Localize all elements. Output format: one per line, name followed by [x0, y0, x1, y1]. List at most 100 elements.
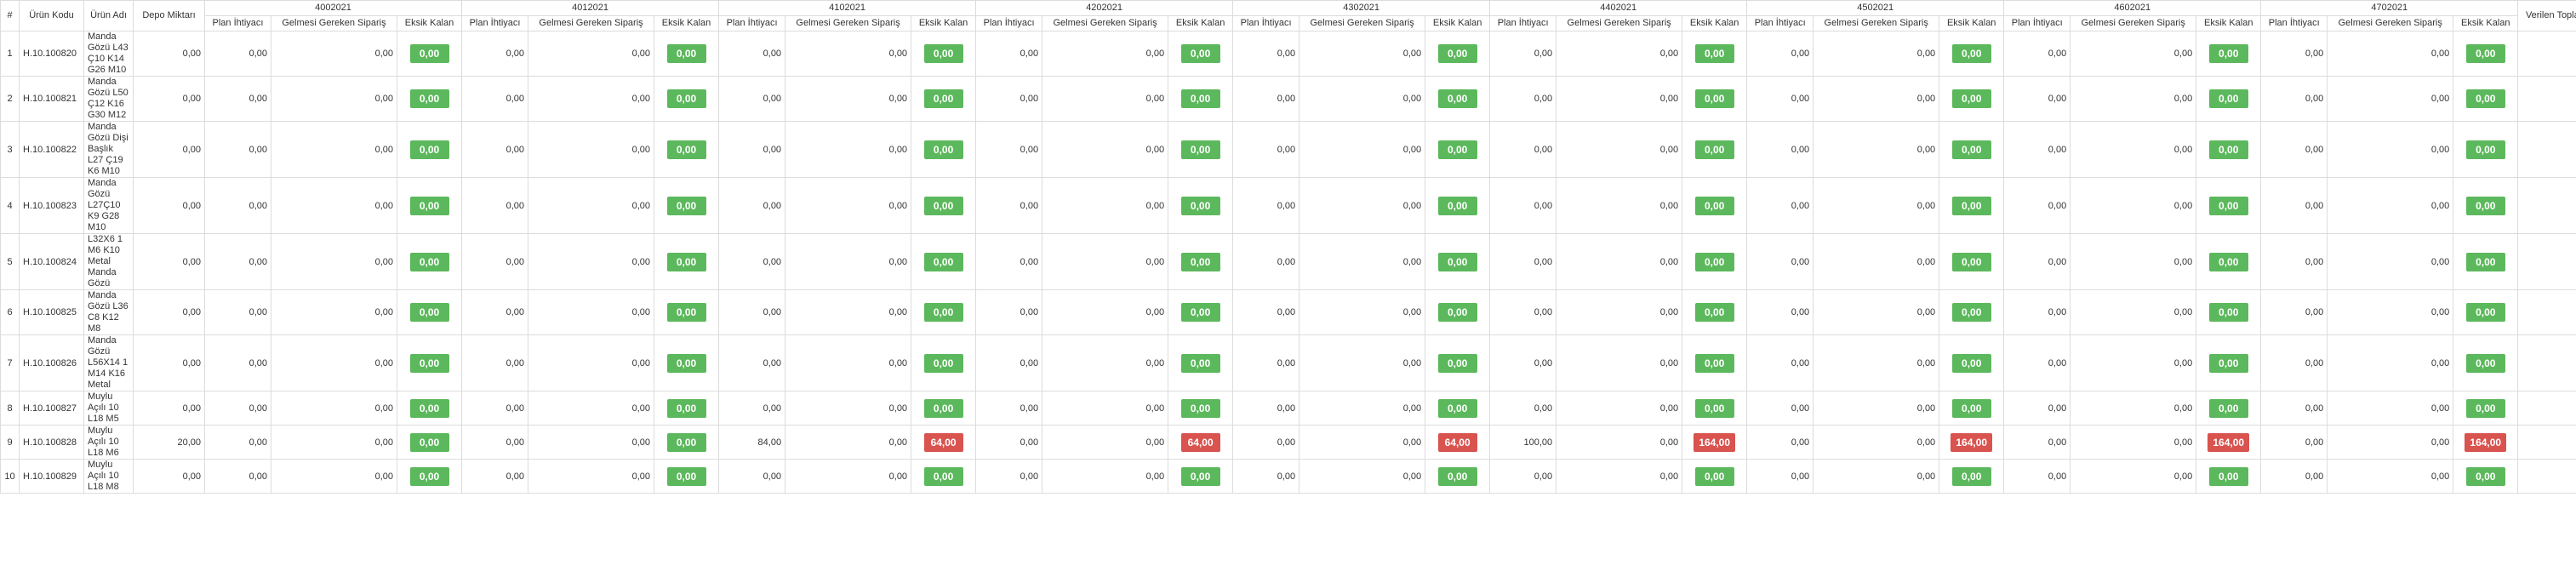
plan-need-cell: 0,00 — [2260, 391, 2328, 426]
header-code[interactable]: Ürün Kodu — [19, 0, 84, 31]
subheader-plan[interactable]: Plan İhtiyacı — [2003, 15, 2071, 31]
missing-badge: 0,00 — [1951, 466, 1991, 486]
total-order-cell: 0,00 — [2517, 233, 2576, 290]
plan-need-cell: 0,00 — [1232, 425, 1300, 460]
product-name: Muylu Açılı 10 L18 M6 — [83, 425, 134, 460]
table-body: 1 H.10.100820 Manda Gözü L43 Ç10 K14 G26 M… — [0, 31, 2576, 494]
needed-order-cell: 0,00 — [785, 459, 912, 494]
plan-need-cell: 0,00 — [461, 334, 529, 391]
subheader-plan[interactable]: Plan İhtiyacı — [975, 15, 1043, 31]
table-header: # Ürün Kodu Ürün Adı Depo Miktarı 4002021 401… — [0, 0, 2576, 31]
missing-badge: 0,00 — [2208, 89, 2248, 108]
table-row[interactable]: 9 H.10.100828 Muylu Açılı 10 L18 M6 20,00 0,… — [0, 425, 2576, 460]
needed-order-cell: 0,00 — [271, 76, 397, 122]
subheader-missing[interactable]: Eksik Kalan — [396, 15, 463, 31]
subheader-plan[interactable]: Plan İhtiyacı — [2260, 15, 2328, 31]
subheader-needed[interactable]: Gelmesi Gereken Sipariş — [528, 15, 655, 31]
subheader-plan[interactable]: Plan İhtiyacı — [718, 15, 786, 31]
missing-badge: 0,00 — [2465, 44, 2505, 63]
table-row[interactable]: 6 H.10.100825 Manda Gözü L36 C8 K12 M8 0,00… — [0, 289, 2576, 335]
plan-need-cell: 0,00 — [2003, 425, 2071, 460]
subheader-needed[interactable]: Gelmesi Gereken Sipariş — [1556, 15, 1683, 31]
missing-badge: 0,00 — [1437, 89, 1477, 108]
subheader-plan[interactable]: Plan İhtiyacı — [1232, 15, 1300, 31]
missing-cell: 0,00 — [911, 121, 977, 178]
subheader-plan[interactable]: Plan İhtiyacı — [1746, 15, 1814, 31]
subheader-missing[interactable]: Eksik Kalan — [911, 15, 977, 31]
missing-badge: 0,00 — [1694, 303, 1734, 322]
header-stock[interactable]: Depo Miktarı — [133, 0, 205, 31]
subheader-needed[interactable]: Gelmesi Gereken Sipariş — [1813, 15, 1940, 31]
subheader-needed[interactable]: Gelmesi Gereken Sipariş — [1299, 15, 1426, 31]
plan-need-cell: 0,00 — [1489, 233, 1557, 290]
needed-order-cell: 0,00 — [2327, 233, 2454, 290]
subheader-needed[interactable]: Gelmesi Gereken Sipariş — [2327, 15, 2454, 31]
missing-cell: 0,00 — [654, 31, 720, 77]
needed-order-cell: 0,00 — [528, 289, 655, 335]
subheader-needed[interactable]: Gelmesi Gereken Sipariş — [785, 15, 912, 31]
subheader-missing[interactable]: Eksik Kalan — [1168, 15, 1234, 31]
missing-badge: 0,00 — [1437, 466, 1477, 486]
missing-badge: 0,00 — [2465, 196, 2505, 215]
missing-cell: 0,00 — [396, 31, 463, 77]
table-row[interactable]: 4 H.10.100823 Manda Gözü L27Ç10 K9 G28 M10… — [0, 177, 2576, 234]
missing-badge: 0,00 — [666, 252, 706, 271]
table-row[interactable]: 8 H.10.100827 Muylu Açılı 10 L18 M5 0,00 0,0… — [0, 391, 2576, 426]
needed-order-cell: 0,00 — [271, 121, 397, 178]
table-row[interactable]: 5 H.10.100824 L32X6 1 M6 K10 Metal Manda G… — [0, 233, 2576, 290]
needed-order-cell: 0,00 — [271, 391, 397, 426]
needed-order-cell: 0,00 — [1813, 391, 1940, 426]
needed-order-cell: 0,00 — [1042, 233, 1169, 290]
table-row[interactable]: 10 H.10.100829 Muylu Açılı 10 L18 M8 0,00 0,… — [0, 459, 2576, 494]
subheader-missing[interactable]: Eksik Kalan — [1939, 15, 2005, 31]
subheader-missing[interactable]: Eksik Kalan — [654, 15, 720, 31]
missing-cell: 164,00 — [1682, 425, 1748, 460]
subheader-needed[interactable]: Gelmesi Gereken Sipariş — [271, 15, 397, 31]
needed-order-cell: 0,00 — [1556, 121, 1683, 178]
missing-cell: 164,00 — [2453, 425, 2519, 460]
missing-badge: 0,00 — [409, 196, 449, 215]
plan-need-cell: 0,00 — [1232, 31, 1300, 77]
subheader-plan[interactable]: Plan İhtiyacı — [204, 15, 271, 31]
row-index: 10 — [0, 459, 20, 494]
header-total[interactable]: Verilen Toplam Sipariş — [2517, 0, 2576, 31]
needed-order-cell: 0,00 — [1813, 76, 1940, 122]
needed-order-cell: 0,00 — [528, 459, 655, 494]
subheader-missing[interactable]: Eksik Kalan — [2196, 15, 2262, 31]
product-name: Manda Gözü L43 Ç10 K14 G26 M10 — [83, 31, 134, 77]
plan-need-cell: 84,00 — [718, 425, 786, 460]
table-row[interactable]: 3 H.10.100822 Manda Gözü Dişi Başlık L27 Ç… — [0, 121, 2576, 178]
subheader-missing[interactable]: Eksik Kalan — [1682, 15, 1748, 31]
missing-cell: 0,00 — [1168, 31, 1234, 77]
missing-cell: 0,00 — [396, 459, 463, 494]
plan-need-cell: 0,00 — [1232, 76, 1300, 122]
needed-order-cell: 0,00 — [2327, 76, 2454, 122]
stock-quantity: 0,00 — [133, 76, 205, 122]
table-row[interactable]: 7 H.10.100826 Manda Gözü L56X14 1 M14 K16 … — [0, 334, 2576, 391]
subheader-plan[interactable]: Plan İhtiyacı — [1489, 15, 1557, 31]
table-row[interactable]: 1 H.10.100820 Manda Gözü L43 Ç10 K14 G26 M… — [0, 31, 2576, 77]
subheader-needed[interactable]: Gelmesi Gereken Sipariş — [1042, 15, 1169, 31]
subheader-missing[interactable]: Eksik Kalan — [2453, 15, 2519, 31]
missing-cell: 0,00 — [1939, 334, 2005, 391]
plan-need-cell: 0,00 — [975, 334, 1043, 391]
table-row[interactable]: 2 H.10.100821 Manda Gözü L50 Ç12 K16 G30 M… — [0, 76, 2576, 122]
missing-badge: 0,00 — [1951, 89, 1991, 108]
subheader-needed[interactable]: Gelmesi Gereken Sipariş — [2070, 15, 2197, 31]
plan-need-cell: 0,00 — [2260, 459, 2328, 494]
missing-cell: 0,00 — [911, 289, 977, 335]
needed-order-cell: 0,00 — [528, 177, 655, 234]
plan-need-cell: 0,00 — [2003, 76, 2071, 122]
needed-order-cell: 0,00 — [1299, 425, 1426, 460]
needed-order-cell: 0,00 — [1556, 289, 1683, 335]
subheader-missing[interactable]: Eksik Kalan — [1425, 15, 1491, 31]
needed-order-cell: 0,00 — [1042, 459, 1169, 494]
missing-cell: 0,00 — [1682, 121, 1748, 178]
subheader-plan[interactable]: Plan İhtiyacı — [461, 15, 529, 31]
plan-need-cell: 0,00 — [2260, 233, 2328, 290]
plan-need-cell: 0,00 — [718, 76, 786, 122]
plan-need-cell: 0,00 — [2003, 334, 2071, 391]
plan-need-cell: 0,00 — [2260, 334, 2328, 391]
header-index[interactable]: # — [0, 0, 20, 31]
header-name[interactable]: Ürün Adı — [83, 0, 134, 31]
